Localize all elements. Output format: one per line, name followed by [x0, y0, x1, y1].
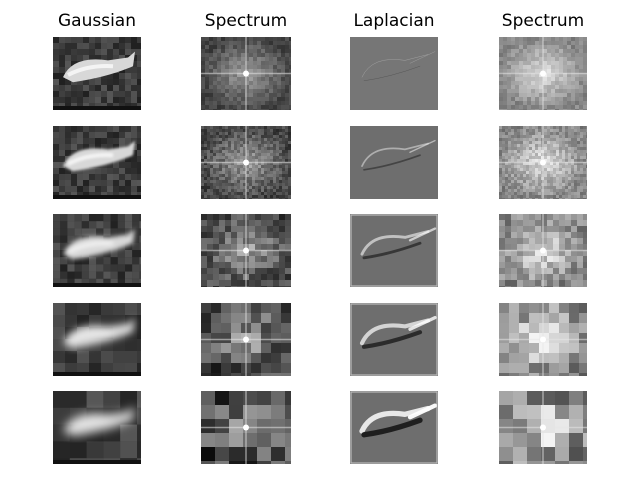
fish-edges: [360, 227, 437, 260]
fish-image: [63, 317, 135, 349]
laplacian-panel-level-4: [350, 391, 438, 464]
fish-image: [63, 228, 135, 260]
spectrum-panel-level-2: [499, 214, 587, 287]
laplacian-panel-level-3: [350, 303, 438, 376]
spectrum-panel-level-0: [499, 37, 587, 110]
column-title-2: Laplacian: [353, 11, 435, 31]
spectrum-panel-level-3: [201, 303, 291, 376]
image-panel-level-3: [53, 303, 141, 376]
laplacian-panel-level-0: [350, 37, 438, 110]
laplacian-panel-level-2: [350, 214, 438, 287]
fish-edges: [361, 51, 436, 82]
spectrum-panel-level-0: [201, 37, 291, 110]
spectrum-panel-level-4: [499, 391, 587, 464]
image-panel-level-4: [53, 391, 141, 464]
spectrum-panel-level-4: [201, 391, 291, 464]
column-title-1: Spectrum: [204, 11, 288, 31]
spectrum-panel-level-1: [499, 126, 587, 199]
fish-image: [63, 405, 135, 437]
laplacian-panel-level-1: [350, 126, 438, 199]
fish-image: [63, 140, 135, 172]
fish-edges: [359, 403, 438, 438]
fish-edges: [361, 139, 436, 171]
image-panel-level-2: [53, 214, 141, 287]
image-panel-level-0: [53, 37, 141, 110]
spectrum-panel-level-2: [201, 214, 291, 287]
image-panel-level-1: [53, 126, 141, 199]
spectrum-panel-level-3: [499, 303, 587, 376]
column-title-3: Spectrum: [501, 11, 585, 31]
fish-image: [63, 51, 135, 83]
spectrum-panel-level-1: [201, 126, 291, 199]
column-title-0: Gaussian: [58, 11, 136, 31]
fish-edges: [359, 315, 437, 349]
